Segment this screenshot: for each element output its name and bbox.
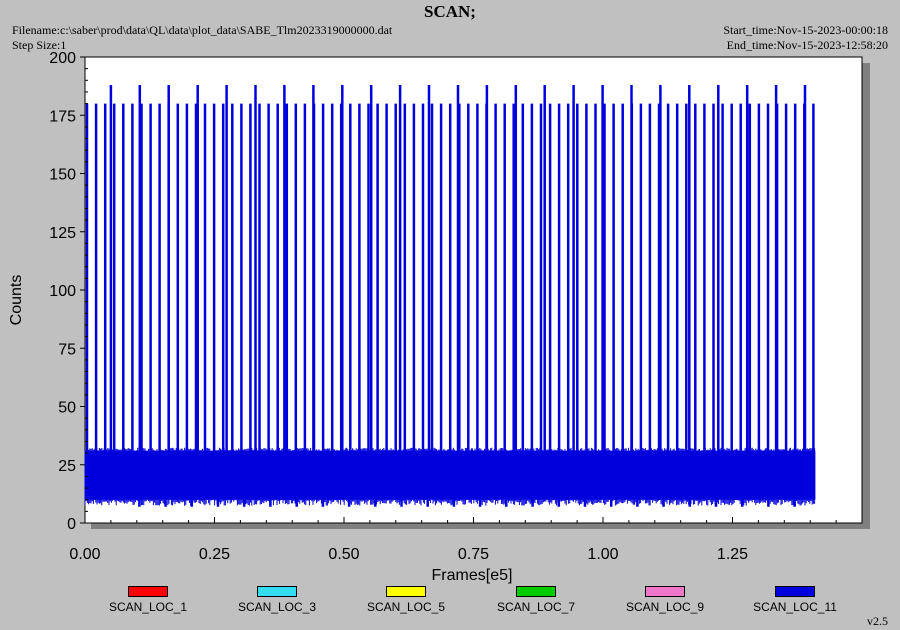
legend-swatch [386,586,426,597]
x-ticks: 0.00 0.25 0.50 0.75 1.00 1.25 [69,517,837,563]
end-time-label: End_time:Nov-15-2023-12:58:20 [726,38,888,52]
filename-label: Filename:c:\saber\prod\data\QL\data\plot… [12,23,393,37]
start-time-label: Start_time:Nov-15-2023-00:00:18 [723,23,888,37]
y-ticks: 0 25 50 75 100 125 150 175 200 [49,50,88,533]
y-axis-label: Counts [8,275,25,326]
y-tick-label: 50 [58,400,76,417]
legend-swatch [516,586,556,597]
legend-label: SCAN_LOC_3 [237,600,317,614]
y-tick-label: 175 [49,108,76,125]
y-tick-label: 200 [49,50,76,67]
legend-swatch [645,586,685,597]
series-baseline-noise [84,447,816,506]
legend-swatch [775,586,815,597]
x-tick-label: 0.50 [328,546,359,563]
legend-label: SCAN_LOC_5 [366,600,446,614]
y-tick-label: 150 [49,167,76,184]
y-tick-label: 75 [58,341,76,358]
x-tick-label: 0.00 [69,546,100,563]
legend-swatch [128,586,168,597]
x-tick-label: 1.25 [717,546,748,563]
y-tick-label: 125 [49,225,76,242]
series-layer [84,85,816,507]
x-axis-label: Frames[e5] [432,567,513,584]
x-tick-label: 0.25 [199,546,230,563]
legend-item: SCAN_LOC_3 [217,586,337,614]
legend-label: SCAN_LOC_11 [753,600,837,614]
legend-item: SCAN_LOC_11 [735,586,855,614]
series-tall-peaks [109,85,807,472]
y-tick-label: 25 [58,458,76,475]
legend-swatch [257,586,297,597]
x-tick-label: 1.00 [587,546,618,563]
legend-item: SCAN_LOC_7 [476,586,596,614]
legend-label: SCAN_LOC_1 [108,600,188,614]
legend-item: SCAN_LOC_5 [346,586,466,614]
y-tick-label: 0 [67,516,76,533]
y-tick-label: 100 [49,283,76,300]
series-scan-peaks [85,103,815,472]
legend-label: SCAN_LOC_7 [496,600,576,614]
legend-label: SCAN_LOC_9 [625,600,705,614]
version-label: v2.5 [867,614,888,628]
chart-title: SCAN; [424,2,476,21]
legend-item: SCAN_LOC_9 [605,586,725,614]
x-tick-label: 0.75 [458,546,489,563]
series-dips [138,499,796,507]
step-size-label: Step Size:1 [12,38,67,52]
legend-item: SCAN_LOC_1 [88,586,208,614]
